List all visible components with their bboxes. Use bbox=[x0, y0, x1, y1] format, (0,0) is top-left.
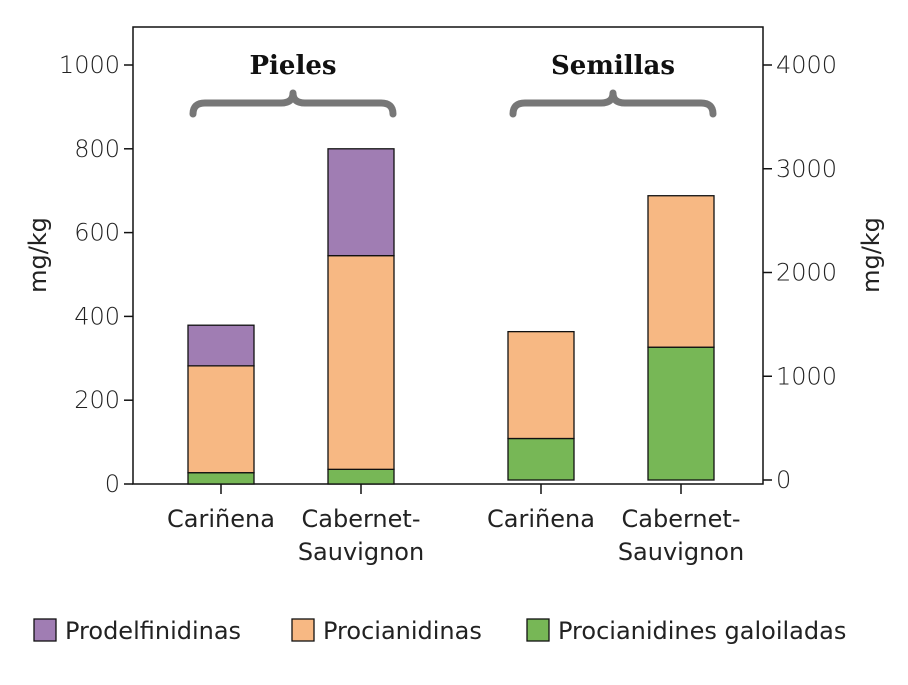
left-y-tick-label: 400 bbox=[74, 302, 120, 330]
bar-segment bbox=[647, 346, 715, 481]
legend-label: Procianidinas bbox=[323, 617, 482, 645]
left-y-axis-title: mg/kg bbox=[24, 217, 52, 293]
left-y-tick-label: 800 bbox=[74, 135, 120, 163]
curly-brace bbox=[189, 89, 397, 118]
right-y-tick-label: 0 bbox=[776, 466, 791, 494]
left-y-tick-label: 600 bbox=[74, 219, 120, 247]
legend-swatch bbox=[526, 618, 550, 642]
legend-swatch bbox=[291, 618, 315, 642]
right-y-tick-label: 1000 bbox=[776, 362, 837, 390]
right-y-tick-label: 2000 bbox=[776, 259, 837, 287]
left-y-axis: 0 200 400 600 800 1000 bbox=[59, 51, 133, 498]
bar-segment bbox=[507, 330, 575, 440]
legend-swatch bbox=[33, 618, 57, 642]
curly-brace bbox=[509, 89, 717, 118]
bar-segment bbox=[507, 437, 575, 481]
category-label: Cabernet- bbox=[622, 505, 741, 533]
left-y-tick-label: 0 bbox=[105, 470, 120, 498]
legend-label: Prodelfinidinas bbox=[65, 617, 241, 645]
category-label: Cabernet- bbox=[302, 505, 421, 533]
legend-label: Procianidines galoiladas bbox=[558, 617, 846, 645]
bar-segment bbox=[647, 195, 715, 348]
group-labels-layer: Pieles Semillas bbox=[189, 51, 717, 118]
plot-frame bbox=[132, 26, 764, 485]
right-y-axis-title: mg/kg bbox=[857, 217, 885, 293]
category-label: Cariñena bbox=[487, 505, 595, 533]
bar-segment bbox=[327, 468, 395, 485]
bar-segment bbox=[187, 365, 255, 474]
category-labels-layer: Cariñena Cabernet- Sauvignon Cariñena Cabern… bbox=[167, 505, 744, 566]
bar-segment bbox=[187, 472, 255, 485]
group-label: Pieles bbox=[249, 51, 336, 81]
bar-segment bbox=[187, 324, 255, 367]
bar-segment bbox=[327, 254, 395, 470]
bars-layer bbox=[187, 148, 715, 494]
left-y-tick-label: 200 bbox=[74, 386, 120, 414]
category-label: Sauvignon bbox=[618, 538, 744, 566]
bar-segment bbox=[327, 148, 395, 257]
legend: Prodelfinidinas Procianidinas Procianidine… bbox=[33, 617, 846, 645]
left-y-tick-label: 1000 bbox=[59, 51, 120, 79]
group-label: Semillas bbox=[551, 51, 675, 81]
category-label: Sauvignon bbox=[298, 538, 424, 566]
right-y-tick-label: 3000 bbox=[776, 155, 837, 183]
right-y-axis: 0 1000 2000 3000 4000 bbox=[763, 51, 837, 494]
right-y-tick-label: 4000 bbox=[776, 51, 837, 79]
category-label: Cariñena bbox=[167, 505, 275, 533]
